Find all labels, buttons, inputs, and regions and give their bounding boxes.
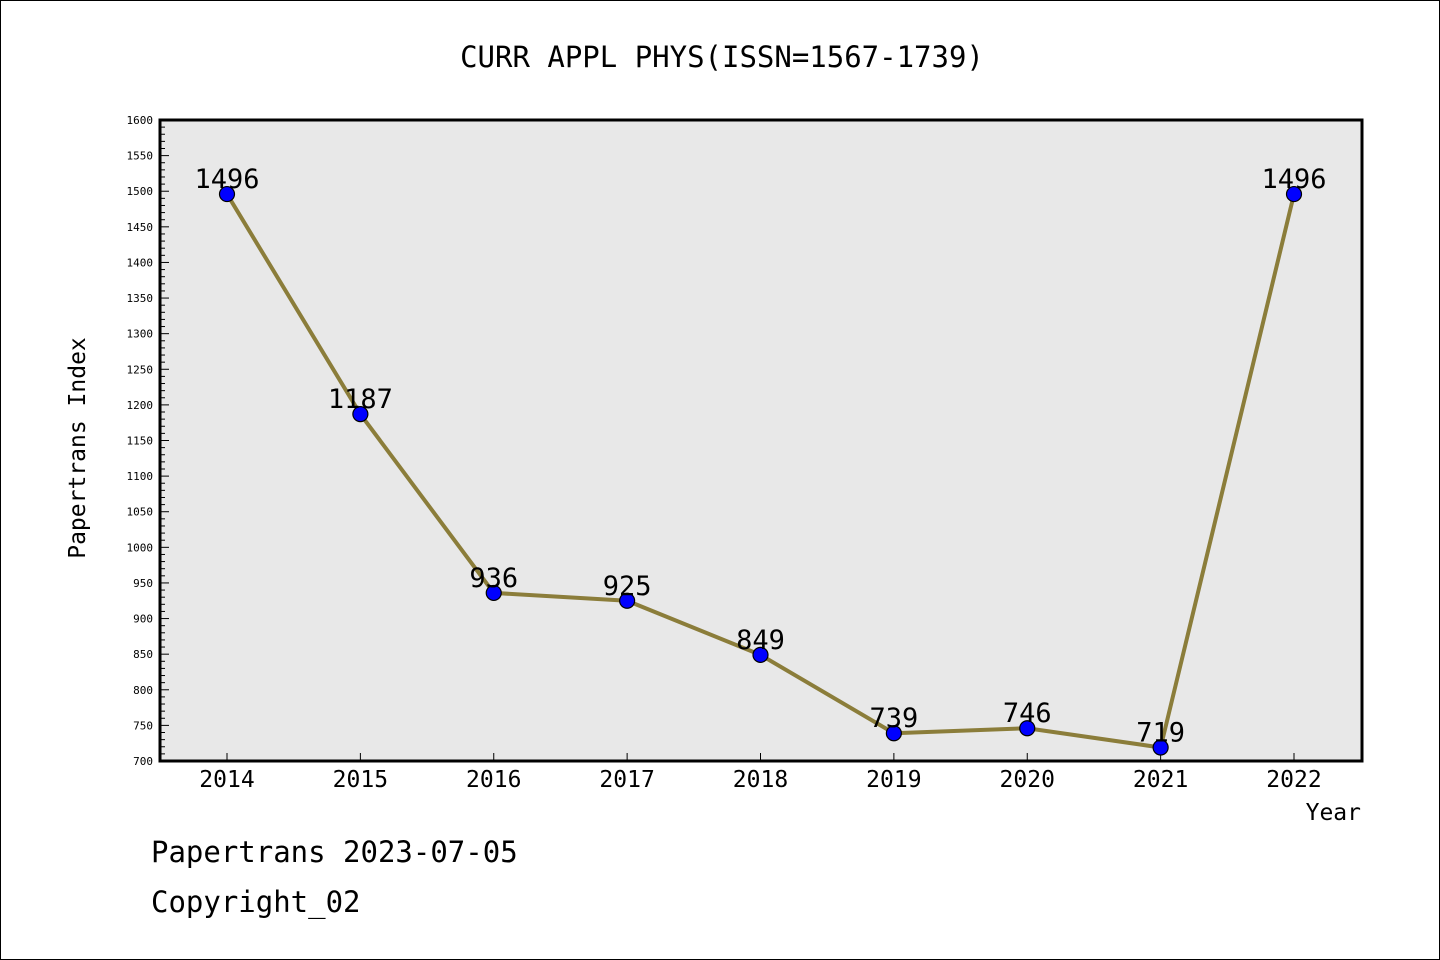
y-tick-label: 1100 xyxy=(127,470,154,483)
y-tick-label: 1000 xyxy=(127,541,154,554)
data-label-2014: 1496 xyxy=(194,164,259,195)
data-point-2021 xyxy=(1152,739,1169,756)
data-point-2014 xyxy=(218,185,236,203)
x-tick-label: 2014 xyxy=(199,767,254,793)
y-tick-label: 1050 xyxy=(127,506,154,519)
data-label-2017: 925 xyxy=(603,571,652,602)
chart-title: CURR APPL PHYS(ISSN=1567-1739) xyxy=(460,40,984,74)
plot-border xyxy=(158,118,1364,763)
x-tick-label: 2016 xyxy=(466,767,521,793)
data-label-2019: 739 xyxy=(869,703,918,734)
y-tick-label: 1550 xyxy=(127,150,154,163)
y-tick-label: 1150 xyxy=(127,435,154,448)
x-tick-label: 2022 xyxy=(1266,767,1321,793)
data-point-2015 xyxy=(352,406,369,423)
y-tick-label: 1600 xyxy=(127,114,154,127)
data-label-2022: 1496 xyxy=(1261,164,1326,195)
y-tick-label: 1300 xyxy=(127,328,154,341)
y-tick-label: 1200 xyxy=(127,399,154,412)
footer-copyright: Copyright_02 xyxy=(151,885,361,919)
footer-stamp: Papertrans 2023-07-05 xyxy=(151,835,518,869)
x-axis-label: Year xyxy=(1306,800,1361,826)
data-label-2015: 1187 xyxy=(328,384,393,415)
data-point-2016 xyxy=(485,584,502,602)
x-tick-label: 2019 xyxy=(866,767,921,793)
y-tick-label: 700 xyxy=(133,755,153,768)
data-label-2020: 746 xyxy=(1003,698,1052,729)
y-tick-label: 750 xyxy=(133,719,153,732)
y-tick-label: 800 xyxy=(133,684,153,697)
y-tick-label: 1350 xyxy=(127,292,154,305)
data-point-2019 xyxy=(885,725,902,742)
y-tick-label: 950 xyxy=(133,577,153,590)
data-point-2017 xyxy=(619,592,636,609)
data-point-2020 xyxy=(1019,720,1036,737)
x-tick-label: 2018 xyxy=(733,767,788,793)
y-tick-label: 1450 xyxy=(127,221,154,234)
data-point-2018 xyxy=(752,646,769,663)
y-tick-label: 1500 xyxy=(127,185,154,198)
data-label-2016: 936 xyxy=(469,563,518,594)
x-tick-label: 2017 xyxy=(599,767,654,793)
x-tick-label: 2021 xyxy=(1133,767,1188,793)
y-axis-label: Papertrans Index xyxy=(65,337,91,559)
x-tick-label: 2015 xyxy=(333,767,388,793)
y-tick-label: 1250 xyxy=(127,363,154,376)
x-tick-label: 2020 xyxy=(1000,767,1055,793)
data-label-2018: 849 xyxy=(736,625,785,656)
y-tick-label: 1400 xyxy=(127,256,154,269)
data-label-2021: 719 xyxy=(1136,717,1185,748)
data-point-2022 xyxy=(1285,185,1303,203)
y-tick-label: 900 xyxy=(133,613,153,626)
y-tick-label: 850 xyxy=(133,648,153,661)
